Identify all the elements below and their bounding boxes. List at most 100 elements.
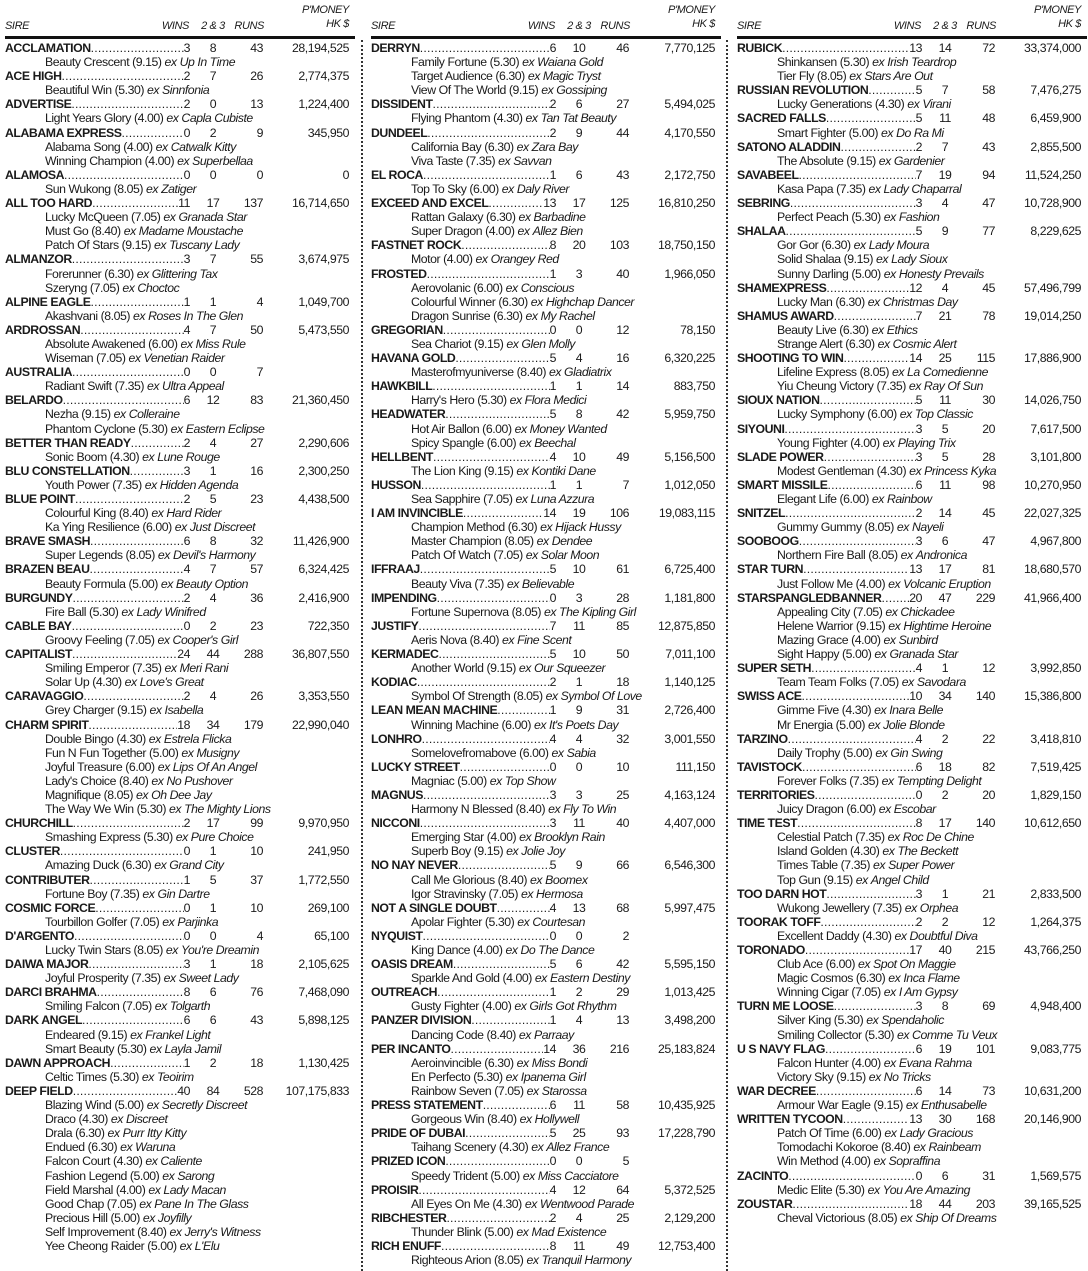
sire-name: FROSTED	[371, 266, 427, 281]
ex-label: ex	[157, 548, 171, 563]
dot-leader	[121, 126, 183, 140]
sire-name-wrap: IFFRAAJ 5	[371, 562, 556, 576]
sire-runs: 76	[250, 985, 263, 1000]
sire-places: 6	[941, 1168, 949, 1183]
progeny-horse: Thunder Blink (5.00)	[411, 1224, 514, 1239]
sire-wins: 5	[549, 957, 557, 972]
progeny-dam: Lady Gracious	[899, 1126, 973, 1141]
progeny-row: Lady's Choice (8.40) ex No Pushover	[5, 774, 355, 788]
sire-name-wrap: ACE HIGH 2	[5, 69, 190, 83]
ex-label: ex	[162, 914, 175, 929]
sire-wins: 3	[549, 816, 557, 831]
progeny-horse: Patch Of Time (6.00)	[777, 1126, 882, 1141]
dot-leader	[60, 844, 184, 858]
sire-row: U S NAVY FLAG 6 19 101 9,083,775	[737, 1042, 1087, 1056]
ex-label: ex	[534, 971, 548, 986]
progeny-row: Target Audience (6.30) ex Magic Tryst	[371, 69, 721, 83]
ex-label: ex	[130, 1027, 143, 1042]
sire-wins: 13	[909, 41, 922, 55]
sire-name-wrap: I AM INVINCIBLE 14	[371, 506, 556, 520]
sire-wins: 6	[915, 1083, 923, 1098]
progeny-row: California Bay (6.30) ex Zara Bay	[371, 140, 721, 154]
progeny-dam: Eastern Destiny	[549, 971, 631, 986]
sire-row: SEBRING 3 4 47 10,728,900	[737, 196, 1087, 210]
progeny-horse: Winning Champion (4.00)	[45, 153, 175, 168]
sire-name: SEBRING	[737, 196, 790, 211]
header-money-line2: HK $	[326, 18, 349, 30]
progeny-row: Gorgeous Win (8.40) ex Hollywell	[371, 1112, 721, 1126]
sire-places: 14	[938, 41, 952, 55]
ex-label: ex	[164, 661, 178, 676]
ex-label: ex	[146, 181, 159, 196]
sire-places: 1	[941, 886, 949, 901]
progeny-row: Rattan Galaxy (6.30) ex Barbadine	[371, 210, 721, 224]
sire-name-wrap: OUTREACH 1	[371, 985, 556, 999]
sire-row: HELLBENT 4 10 49 5,156,500	[371, 450, 721, 464]
progeny-row: Solid Shalaa (9.15) ex Lady Sioux	[737, 252, 1087, 266]
sire-row: SATONO ALADDIN 2 7 43 2,855,500	[737, 140, 1087, 154]
sire-runs: 27	[616, 97, 629, 112]
sire-places: 17	[206, 816, 220, 831]
progeny-dam: Roses In The Glen	[148, 308, 243, 323]
sire-name-wrap: SHAMUS AWARD 7	[737, 309, 922, 323]
progeny-row: Symbol Of Strength (8.05) ex Symbol Of L…	[371, 689, 721, 703]
sire-name-wrap: SLADE POWER 3	[737, 450, 922, 464]
progeny-row: Celtic Times (5.30) ex Teoirim	[5, 1070, 355, 1084]
sire-prize-money: 20,146,900	[1023, 1112, 1081, 1127]
sire-row: STAR TURN 13 17 81 18,680,570	[737, 562, 1087, 576]
progeny-horse: Lucky Twin Stars (8.05)	[45, 943, 163, 957]
progeny-row: The Absolute (9.15) ex Gardenier	[737, 154, 1087, 168]
sire-name-wrap: SAVABEEL 7	[737, 168, 922, 182]
ex-label: ex	[181, 745, 194, 760]
progeny-horse: Gorgeous Win (8.40)	[411, 1112, 517, 1127]
ex-label: ex	[516, 463, 529, 478]
progeny-horse: Wiseman (7.05)	[45, 351, 126, 366]
sire-name: D'ARGENTO	[5, 928, 75, 943]
ex-label: ex	[516, 1055, 530, 1070]
progeny-dam: Tolgarth	[169, 999, 211, 1014]
progeny-dam: Parjinka	[177, 914, 219, 929]
sire-name-wrap: NICCONI 3	[371, 816, 556, 830]
sire-prize-money: 28,194,525	[291, 41, 349, 55]
sire-prize-money: 12,753,400	[657, 1238, 715, 1253]
ex-label: ex	[868, 181, 881, 196]
sire-wins: 8	[915, 816, 923, 831]
sire-name: ALAMOSA	[5, 167, 65, 182]
progeny-row: Flying Phantom (4.30) ex Tan Tat Beauty	[371, 111, 721, 125]
progeny-horse: Sunny Darling (5.00)	[777, 266, 881, 281]
progeny-row: Righteous Arion (8.05) ex Tranquil Harmo…	[371, 1253, 721, 1267]
sire-name-wrap: KERMADEC 5	[371, 647, 556, 661]
progeny-dam: Lady Macan	[163, 1182, 226, 1197]
progeny-horse: Fortune Supernova (8.05)	[411, 604, 542, 619]
sire-row: ACCLAMATION 3 8 43 28,194,525	[5, 41, 355, 55]
progeny-horse: Good Chap (7.05)	[45, 1196, 137, 1211]
header-wins: WINS	[161, 20, 190, 32]
sire-row: DAIWA MAJOR 3 1 18 2,105,625	[5, 957, 355, 971]
ex-label: ex	[524, 1196, 538, 1211]
sire-name: EL ROCA	[371, 167, 423, 182]
progeny-row: Smiling Falcon (7.05) ex Tolgarth	[5, 999, 355, 1013]
sire-prize-money: 4,948,400	[1030, 999, 1081, 1014]
progeny-dam: Lips Of An Angel	[172, 759, 258, 774]
dot-leader	[438, 647, 549, 661]
sire-prize-money: 12,875,850	[657, 618, 715, 633]
sire-runs: 140	[975, 689, 996, 704]
progeny-dam: Hard Rider	[166, 506, 222, 521]
sire-wins: 11	[178, 196, 190, 211]
sire-wins: 5	[915, 111, 923, 126]
dot-leader	[827, 478, 915, 492]
progeny-dam: Glen Molly	[521, 336, 576, 351]
ex-label: ex	[128, 351, 141, 366]
dot-leader	[451, 1042, 544, 1056]
sire-row: IMPENDING 0 3 28 1,181,800	[371, 591, 721, 605]
sire-runs: 43	[982, 139, 995, 154]
progeny-horse: Beauty Viva (7.35)	[411, 576, 504, 591]
ex-label: ex	[514, 999, 527, 1014]
sire-name: EXCEED AND EXCEL	[371, 196, 489, 211]
sire-places: 25	[572, 1126, 586, 1141]
ex-label: ex	[151, 506, 164, 521]
sire-row: EXCEED AND EXCEL 13 17 125 16,810,250	[371, 196, 721, 210]
progeny-dam: Hollywell	[534, 1112, 580, 1127]
progeny-row: Hot Air Ballon (6.00) ex Money Wanted	[371, 422, 721, 436]
sire-wins: 4	[549, 1182, 557, 1197]
